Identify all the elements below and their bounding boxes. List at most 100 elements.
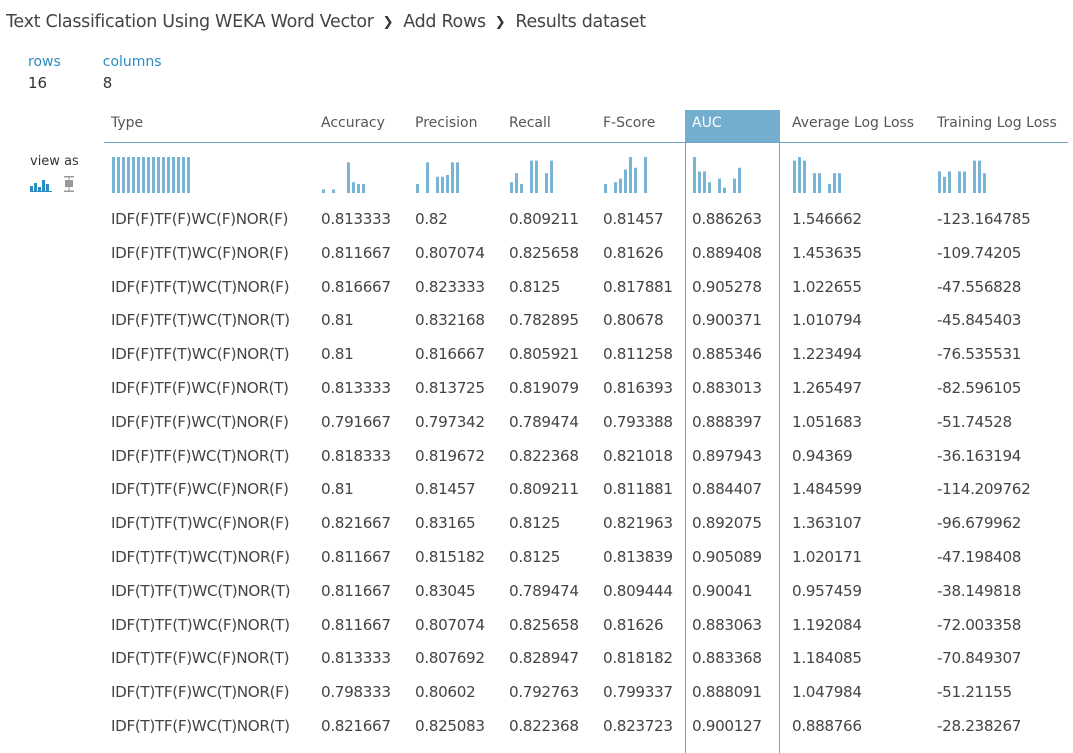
column-header-f-score[interactable]: F-Score bbox=[603, 115, 656, 131]
table-cell: 0.832168 bbox=[415, 311, 485, 330]
table-row: IDF(T)TF(T)WC(F)NOR(F) 0.821667 0.83165 0.8… bbox=[104, 507, 1068, 541]
rows-stat: rows 16 bbox=[28, 54, 61, 92]
columns-label: columns bbox=[102, 54, 162, 70]
table-cell: -123.164785 bbox=[937, 210, 1031, 228]
boxplot-view-icon[interactable] bbox=[64, 176, 74, 196]
column-header-recall[interactable]: Recall bbox=[509, 115, 551, 131]
column-header-type[interactable]: Type bbox=[111, 115, 144, 131]
table-cell: 0.823723 bbox=[603, 716, 673, 735]
table-cell: 0.813333 bbox=[321, 210, 391, 228]
table-cell: 0.811258 bbox=[603, 345, 673, 364]
table-row: IDF(F)TF(T)WC(T)NOR(F) 0.816667 0.823333 0.… bbox=[104, 271, 1068, 305]
histogram-bar bbox=[510, 182, 513, 193]
histogram-bar bbox=[828, 184, 831, 193]
table-cell: 0.888091 bbox=[692, 683, 762, 702]
table-cell: 0.811667 bbox=[321, 615, 391, 634]
histogram-view-icon[interactable] bbox=[30, 177, 52, 196]
breadcrumb-experiment[interactable]: Text Classification Using WEKA Word Vect… bbox=[6, 12, 374, 32]
histogram-bar bbox=[963, 171, 966, 193]
table-cell: -72.003358 bbox=[937, 615, 1022, 634]
histogram-bar bbox=[182, 157, 185, 193]
table-cell: 0.807074 bbox=[415, 243, 485, 262]
column-histogram[interactable] bbox=[604, 157, 649, 197]
table-cell: 0.807074 bbox=[415, 615, 485, 634]
table-cell: 0.823333 bbox=[415, 277, 485, 296]
table-cell: 0.8125 bbox=[509, 277, 561, 296]
type-cell: IDF(F)TF(T)WC(T)NOR(F) bbox=[111, 277, 290, 296]
table-cell: 0.782895 bbox=[509, 311, 579, 330]
table-cell: 0.883368 bbox=[692, 649, 762, 668]
table-cell: 0.905278 bbox=[692, 277, 762, 296]
table-body: IDF(F)TF(F)WC(F)NOR(F) 0.813333 0.82 0.8092… bbox=[104, 203, 1068, 744]
table-cell: 1.022655 bbox=[792, 277, 862, 296]
type-cell: IDF(F)TF(F)WC(T)NOR(T) bbox=[111, 446, 290, 465]
breadcrumb-module[interactable]: Add Rows bbox=[403, 12, 486, 32]
histogram-bar bbox=[948, 171, 951, 193]
type-cell: IDF(F)TF(F)WC(T)NOR(F) bbox=[111, 412, 289, 431]
histogram-bar bbox=[644, 157, 647, 193]
histogram-bar bbox=[127, 157, 130, 193]
column-histogram[interactable] bbox=[693, 157, 743, 197]
table-cell: 0.809444 bbox=[603, 581, 673, 600]
table-cell: 0.80678 bbox=[603, 311, 664, 330]
histogram-bar bbox=[723, 187, 726, 193]
histogram-bar bbox=[703, 171, 706, 193]
table-cell: 0.886263 bbox=[692, 210, 762, 228]
table-cell: 1.047984 bbox=[792, 683, 862, 702]
view-toggle bbox=[30, 176, 74, 196]
table-row: IDF(F)TF(F)WC(T)NOR(T) 0.818333 0.819672 0.… bbox=[104, 440, 1068, 474]
table-cell: 0.819672 bbox=[415, 446, 485, 465]
table-cell: 0.80602 bbox=[415, 683, 476, 702]
histogram-bar bbox=[416, 184, 419, 193]
column-header-average-log-loss[interactable]: Average Log Loss bbox=[792, 115, 915, 131]
table-cell: -38.149818 bbox=[937, 581, 1022, 600]
table-cell: 0.897943 bbox=[692, 446, 762, 465]
column-header-auc[interactable]: AUC bbox=[685, 110, 780, 142]
histogram-bar bbox=[833, 173, 836, 193]
view-as-label: view as bbox=[30, 154, 79, 169]
table-cell: 0.811667 bbox=[321, 581, 391, 600]
table-cell: 0.818333 bbox=[321, 446, 391, 465]
table-cell: 0.818182 bbox=[603, 649, 673, 668]
table-cell: 0.811667 bbox=[321, 547, 391, 566]
table-cell: 0.828947 bbox=[509, 649, 579, 668]
column-histogram[interactable] bbox=[112, 157, 192, 197]
table-cell: 0.798333 bbox=[321, 683, 391, 702]
column-histogram[interactable] bbox=[322, 157, 367, 197]
histogram-bar bbox=[157, 157, 160, 193]
table-cell: 0.816667 bbox=[415, 345, 485, 364]
table-cell: 0.789474 bbox=[509, 412, 579, 431]
table-header: Type Accuracy Precision Recall F-Score AUC Ave… bbox=[104, 110, 1068, 143]
type-cell: IDF(T)TF(T)WC(T)NOR(T) bbox=[111, 581, 291, 600]
histogram-bar bbox=[515, 173, 518, 193]
column-header-training-log-loss[interactable]: Training Log Loss bbox=[937, 115, 1057, 131]
table-cell: 0.825083 bbox=[415, 716, 485, 735]
column-header-accuracy[interactable]: Accuracy bbox=[321, 115, 385, 131]
table-cell: 0.905089 bbox=[692, 547, 762, 566]
histogram-bar bbox=[813, 173, 816, 193]
table-cell: 0.889408 bbox=[692, 243, 762, 262]
histogram-bar bbox=[322, 189, 325, 193]
column-header-precision[interactable]: Precision bbox=[415, 115, 478, 131]
table-cell: 0.813333 bbox=[321, 378, 391, 397]
table-cell: 0.81457 bbox=[603, 210, 664, 228]
table-cell: 0.888766 bbox=[792, 716, 862, 735]
column-histogram[interactable] bbox=[938, 157, 988, 197]
table-cell: 1.453635 bbox=[792, 243, 862, 262]
table-cell: -36.163194 bbox=[937, 446, 1022, 465]
table-row: IDF(T)TF(T)WC(F)NOR(T) 0.811667 0.807074 0.… bbox=[104, 609, 1068, 643]
table-cell: 0.821963 bbox=[603, 514, 673, 533]
table-row: IDF(F)TF(T)WC(F)NOR(F) 0.811667 0.807074 0.… bbox=[104, 237, 1068, 271]
histogram-bar bbox=[362, 184, 365, 193]
column-histogram[interactable] bbox=[510, 157, 555, 197]
column-histogram[interactable] bbox=[793, 157, 843, 197]
histogram-bar bbox=[798, 157, 801, 193]
table-row: IDF(T)TF(T)WC(T)NOR(F) 0.811667 0.815182 0.… bbox=[104, 541, 1068, 575]
histogram-bar bbox=[550, 160, 553, 193]
table-row: IDF(F)TF(F)WC(F)NOR(T) 0.813333 0.813725 0.… bbox=[104, 372, 1068, 406]
table-row: IDF(T)TF(T)WC(T)NOR(T) 0.811667 0.83045 0.7… bbox=[104, 575, 1068, 609]
histogram-bar bbox=[172, 157, 175, 193]
table-cell: 0.884407 bbox=[692, 480, 762, 499]
table-cell: 0.81 bbox=[321, 311, 354, 330]
column-histogram[interactable] bbox=[416, 157, 461, 197]
